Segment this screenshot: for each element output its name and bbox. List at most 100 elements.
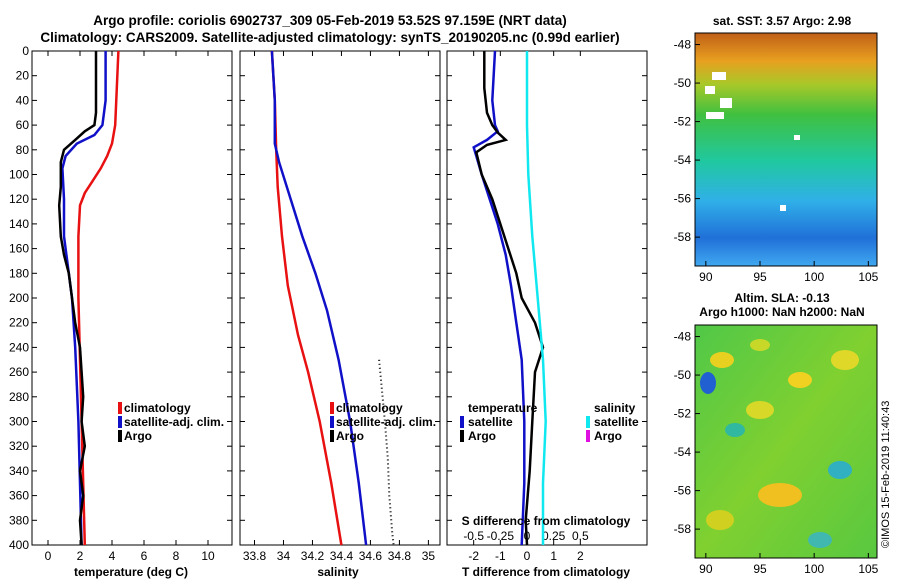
sla-blob [706, 510, 734, 530]
y-tick-label: 80 [16, 143, 30, 157]
x-tick-label: 0 [524, 549, 531, 563]
y-tick-label: 180 [9, 266, 29, 280]
mask-cell [706, 112, 724, 119]
series-line-satellite-adj-clim- [270, 50, 368, 546]
y-tick-label: 260 [9, 365, 29, 379]
x-tick-label: 4 [109, 549, 116, 563]
x-top-tick-label: -0.5 [463, 529, 484, 543]
salinity-legend: climatology satellite-adj. clim. Argo [330, 401, 436, 443]
mask-cell [712, 72, 726, 80]
sla-blob [710, 352, 734, 368]
x-top-tick-label: -0.25 [487, 529, 515, 543]
legend-label-climatology: climatology [124, 401, 191, 415]
x-tick-label: 6 [141, 549, 148, 563]
map-y-tick-label: -48 [674, 38, 692, 52]
x-tick-label: 8 [173, 549, 180, 563]
legend-label-argo: Argo [336, 429, 364, 443]
map-x-tick-label: 100 [804, 562, 824, 576]
map-y-tick-label: -58 [674, 230, 692, 244]
sla-blob [808, 532, 832, 548]
y-tick-label: 320 [9, 439, 29, 453]
legend-swatch-s-satellite [586, 416, 590, 428]
salinity-panel-frame [239, 50, 441, 546]
map-y-tick-label: -52 [674, 407, 692, 421]
x-top-tick-label: 0.25 [542, 529, 566, 543]
temperature-legend: climatology satellite-adj. clim. Argo [118, 401, 224, 443]
legend-label-satellite: satellite-adj. clim. [124, 415, 224, 429]
mask-cell [705, 86, 715, 94]
x-tick-label: 35 [422, 549, 436, 563]
map-y-tick-label: -54 [674, 445, 692, 459]
series-line-argo [57, 51, 98, 546]
sla-blob [725, 423, 745, 437]
x-tick-label: 10 [201, 549, 215, 563]
y-tick-label: 140 [9, 217, 29, 231]
legend-label-s-argo: Argo [594, 429, 622, 443]
temperature-panel-frame [31, 50, 233, 546]
legend-label-s-satellite: satellite [594, 415, 639, 429]
sla-blob [831, 350, 859, 370]
map-x-tick-label: 100 [804, 270, 824, 284]
series-line-satellite-adj-clim- [61, 51, 107, 546]
x-tick-label: 34 [277, 549, 291, 563]
series-line-s-satellite [525, 51, 547, 545]
sst-map-axes: 90 95 100 105 -48 -50 -52 -54 -56 -58 [674, 38, 879, 284]
t-difference-xlabel: T difference from climatology [462, 565, 630, 579]
x-tick-label: 34.8 [388, 549, 412, 563]
map-y-tick-label: -50 [674, 76, 692, 90]
s-difference-xlabel: S difference from climatology [462, 514, 631, 528]
temperature-panel: 0204060801001201401601802002202402602803… [9, 44, 232, 563]
map-x-tick-label: 90 [699, 270, 713, 284]
map-x-tick-label: 105 [858, 270, 878, 284]
map-y-tick-label: -56 [674, 192, 692, 206]
temperature-xlabel: temperature (deg C) [74, 565, 188, 579]
sst-map-field [694, 32, 878, 267]
legend-swatch-t-argo [460, 430, 464, 442]
y-tick-label: 200 [9, 291, 29, 305]
y-tick-label: 0 [22, 44, 29, 58]
legend-swatch-argo [330, 430, 334, 442]
legend-label-satellite: satellite-adj. clim. [336, 415, 436, 429]
x-tick-label: -1 [495, 549, 506, 563]
difference-legend: temperature satellite Argo salinity sate… [460, 401, 639, 443]
sla-blob [700, 372, 716, 394]
difference-panel: -2 -1 0 1 2-0.5 -0.25 0 0.25 0.5 [447, 50, 647, 563]
map-y-tick-label: -58 [674, 522, 692, 536]
series-line-t-argo [474, 51, 545, 546]
y-tick-label: 100 [9, 168, 29, 182]
sla-blob [828, 461, 852, 479]
legend-swatch-argo [118, 430, 122, 442]
sla-blob [788, 372, 812, 388]
map-y-tick-label: -54 [674, 153, 692, 167]
y-tick-label: 300 [9, 415, 29, 429]
map-x-tick-label: 95 [753, 562, 767, 576]
legend-label-climatology: climatology [336, 401, 403, 415]
y-tick-label: 120 [9, 192, 29, 206]
legend-swatch-s-argo [586, 430, 590, 442]
sla-blob [750, 339, 770, 351]
sst-map-title: sat. SST: 3.57 Argo: 2.98 [713, 14, 852, 28]
sla-blob [758, 483, 802, 507]
map-y-tick-label: -50 [674, 368, 692, 382]
x-top-tick-label: 0.5 [572, 529, 589, 543]
salinity-panel: 33.8 34 34.2 34.4 34.6 34.8 35 [240, 50, 440, 563]
map-x-tick-label: 105 [858, 562, 878, 576]
y-tick-label: 360 [9, 489, 29, 503]
mask-cell [794, 135, 800, 140]
x-tick-label: 34.6 [359, 549, 383, 563]
map-y-tick-label: -56 [674, 484, 692, 498]
map-y-tick-label: -48 [674, 330, 692, 344]
y-tick-label: 280 [9, 390, 29, 404]
salinity-xlabel: salinity [317, 565, 359, 579]
legend-label-t-argo: Argo [468, 429, 496, 443]
legend-label-t-satellite: satellite [468, 415, 513, 429]
legend-swatch-satellite [118, 416, 122, 428]
y-tick-label: 40 [16, 93, 30, 107]
map-x-tick-label: 95 [753, 270, 767, 284]
y-tick-label: 240 [9, 340, 29, 354]
y-tick-label: 220 [9, 316, 29, 330]
x-tick-label: 34.2 [301, 549, 325, 563]
figure-title-line2: Climatology: CARS2009. Satellite-adjuste… [40, 30, 619, 45]
